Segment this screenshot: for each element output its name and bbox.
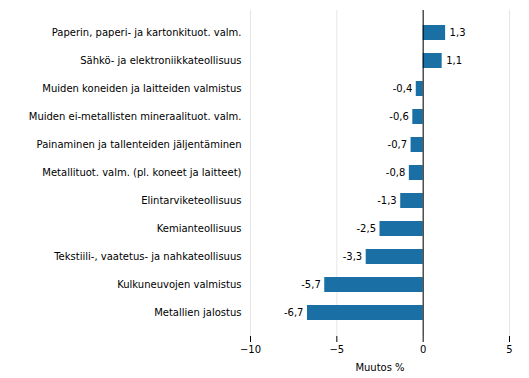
svg-text:Muiden koneiden ja laitteiden: Muiden koneiden ja laitteiden valmistus bbox=[42, 83, 241, 94]
svg-text:Kulkuneuvojen valmistus: Kulkuneuvojen valmistus bbox=[117, 279, 241, 290]
svg-text:-5,7: -5,7 bbox=[301, 279, 321, 290]
svg-text:Muutos %: Muutos % bbox=[355, 362, 404, 373]
svg-text:-3,3: -3,3 bbox=[343, 251, 363, 262]
svg-text:-1,3: -1,3 bbox=[377, 195, 397, 206]
svg-text:Elintarviketeollisuus: Elintarviketeollisuus bbox=[141, 195, 241, 206]
svg-text:Tekstiili-, vaatetus- ja nahka: Tekstiili-, vaatetus- ja nahkateollisuus bbox=[53, 251, 241, 262]
svg-text:Kemianteollisuus: Kemianteollisuus bbox=[157, 223, 242, 234]
svg-text:-0,7: -0,7 bbox=[388, 139, 408, 150]
svg-text:Sähkö- ja elektroniikkateollis: Sähkö- ja elektroniikkateollisuus bbox=[80, 55, 241, 66]
svg-text:0: 0 bbox=[420, 344, 426, 355]
svg-text:5: 5 bbox=[506, 344, 512, 355]
svg-text:−5: −5 bbox=[329, 344, 344, 355]
svg-text:-6,7: -6,7 bbox=[284, 307, 304, 318]
svg-text:−10: −10 bbox=[240, 344, 261, 355]
svg-text:-2,5: -2,5 bbox=[356, 223, 376, 234]
svg-text:-0,8: -0,8 bbox=[386, 167, 406, 178]
svg-text:1,3: 1,3 bbox=[450, 27, 466, 38]
svg-text:Paperin, paperi- ja kartonkitu: Paperin, paperi- ja kartonkituot. valm. bbox=[52, 27, 242, 38]
svg-text:-0,4: -0,4 bbox=[393, 83, 413, 94]
svg-text:Metallien jalostus: Metallien jalostus bbox=[154, 307, 241, 318]
svg-text:-0,6: -0,6 bbox=[389, 111, 409, 122]
svg-text:1,1: 1,1 bbox=[446, 55, 462, 66]
svg-text:Painaminen ja tallenteiden jäl: Painaminen ja tallenteiden jäljentäminen bbox=[37, 139, 242, 150]
svg-text:Metallituot. valm. (pl. koneet: Metallituot. valm. (pl. koneet ja laitte… bbox=[42, 167, 241, 178]
svg-text:Muiden ei-metallisten mineraal: Muiden ei-metallisten mineraalituot. val… bbox=[29, 111, 242, 122]
